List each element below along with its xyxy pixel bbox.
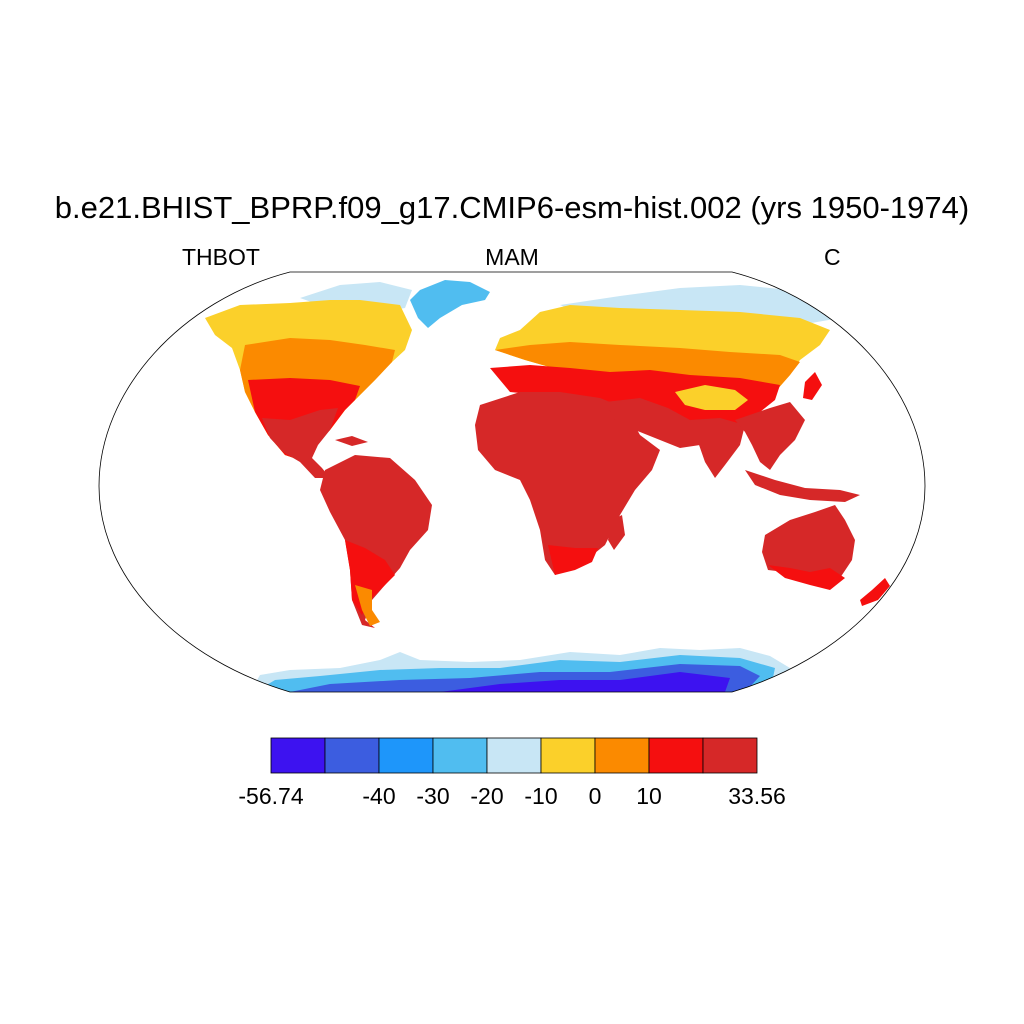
colorbar-tick-label: -10 <box>524 783 558 809</box>
colorbar-tick-label: -56.74 <box>238 783 304 809</box>
colorbar-swatch <box>594 737 650 774</box>
colorbar-swatch <box>432 737 488 774</box>
colorbar-tick-label: 10 <box>636 783 662 809</box>
madagascar <box>608 515 625 550</box>
colorbar-swatch <box>270 737 326 774</box>
colorbar-tick-label: -20 <box>470 783 504 809</box>
variable-label: THBOT <box>182 244 260 270</box>
plot-title: b.e21.BHIST_BPRP.f09_g17.CMIP6-esm-hist.… <box>54 190 970 225</box>
southeast-asia <box>735 402 805 470</box>
central-america <box>262 408 338 478</box>
antarctica-cold-3 <box>440 672 730 692</box>
colorbar-swatch <box>648 737 704 774</box>
units-label: C <box>824 244 841 270</box>
south-america-south <box>345 540 395 615</box>
colorbar-tick-label: 0 <box>588 783 602 809</box>
tibet-plateau <box>675 385 748 410</box>
middle-east <box>605 398 705 448</box>
india <box>690 418 745 478</box>
colorbar-swatch <box>324 737 380 774</box>
season-label: MAM <box>485 244 539 270</box>
colorbar-swatch <box>486 737 542 774</box>
south-america <box>320 455 432 628</box>
colorbar-tick-label: 33.56 <box>728 783 786 809</box>
colorbar <box>270 737 758 774</box>
eurasia-hot <box>490 365 780 430</box>
colorbar-tick-label: -30 <box>416 783 450 809</box>
australia-south <box>768 565 845 590</box>
colorbar-tick-label: -40 <box>362 783 396 809</box>
africa-south <box>548 545 598 575</box>
new-zealand <box>860 578 890 606</box>
patagonia <box>355 585 380 626</box>
indonesia <box>745 470 860 502</box>
colorbar-swatch <box>702 737 758 774</box>
greenland <box>410 280 490 328</box>
map-content <box>205 280 890 692</box>
colorbar-swatch <box>540 737 596 774</box>
caribbean <box>335 436 368 446</box>
map-boundary <box>98 271 926 693</box>
colorbar-swatch <box>378 737 434 774</box>
japan <box>803 372 822 400</box>
australia <box>762 505 855 585</box>
africa <box>475 392 660 575</box>
